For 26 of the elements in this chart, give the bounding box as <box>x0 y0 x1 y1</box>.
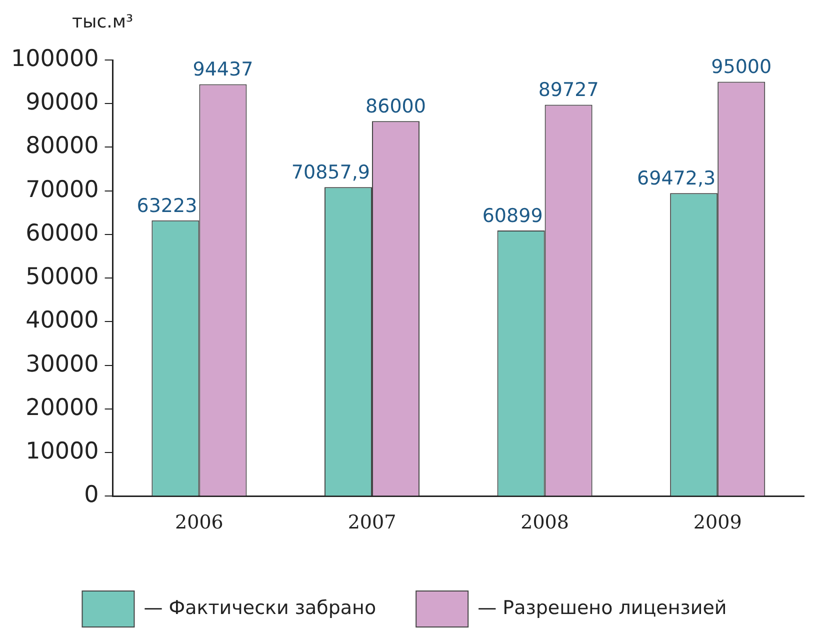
data-label: 60899 <box>482 204 543 227</box>
y-axis-title: тыс.м³ <box>72 12 134 33</box>
x-tick-label: 2006 <box>175 512 224 534</box>
y-tick-label: 40000 <box>26 308 99 334</box>
data-label: 94437 <box>192 58 254 81</box>
legend-label: — Разрешено лицензией <box>478 596 727 619</box>
y-tick-label: 10000 <box>26 438 99 465</box>
x-tick-label: 2007 <box>348 512 396 534</box>
data-label: 69472,3 <box>637 168 716 190</box>
y-tick-label: 30000 <box>26 351 99 378</box>
data-label: 95000 <box>711 56 772 78</box>
legend-label: — Фактически забрано <box>144 596 376 619</box>
data-label: 89727 <box>538 79 599 102</box>
data-label: 70857,9 <box>291 162 370 184</box>
x-tick-label: 2008 <box>520 512 569 534</box>
y-tick-label: 90000 <box>26 90 99 116</box>
y-tick-label: 100000 <box>10 46 99 72</box>
data-label: 86000 <box>366 96 426 118</box>
y-tick-label: 60000 <box>26 220 99 246</box>
x-tick-label: 2009 <box>693 512 742 534</box>
y-tick-label: 20000 <box>26 394 99 421</box>
y-tick-label: 0 <box>84 482 99 508</box>
data-label: 63223 <box>136 194 198 217</box>
y-tick-label: 50000 <box>26 264 99 290</box>
y-tick-label: 80000 <box>26 133 99 160</box>
y-tick-label: 70000 <box>26 176 99 203</box>
